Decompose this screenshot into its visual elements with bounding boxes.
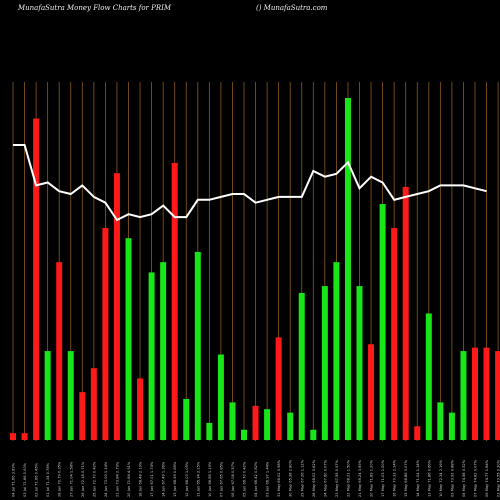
- money-flow-bar: [402, 186, 409, 440]
- x-tick-label: 06 Jun 67.08 0.57%: [231, 461, 235, 497]
- money-flow-bar: [90, 368, 97, 440]
- site-credit: () MunafaSutra.com: [256, 4, 328, 12]
- money-flow-bar: [241, 429, 247, 440]
- money-flow-bar: [252, 405, 259, 440]
- price-line: [13, 144, 487, 222]
- money-flow-bar: [425, 313, 432, 440]
- x-tick-label: 20 May 71.89 1.20%: [370, 459, 374, 497]
- money-flow-bar: [44, 351, 51, 440]
- x-tick-label: 13 Jun 66.59 0.85%: [173, 461, 177, 497]
- money-flow-bar: [125, 238, 132, 440]
- money-flow-bar: [333, 262, 340, 440]
- x-tick-label: 05 Jun 66.70 0.42%: [243, 461, 247, 497]
- money-flow-bar: [460, 351, 467, 440]
- money-flow-bar: [448, 412, 455, 440]
- money-flow-bar: [356, 286, 363, 440]
- x-tick-label: 29 May 67.26 1.12%: [300, 459, 304, 497]
- money-flow-bar: [206, 422, 213, 440]
- money-flow-bar: [56, 262, 63, 440]
- x-tick-label: 23 May 67.55 0.97%: [335, 459, 339, 497]
- money-flow-bar: [194, 251, 201, 440]
- x-tick-label: 02 Jul 71.66 0.45%: [35, 462, 39, 497]
- x-tick-label: 20 Jun 71.84 4.91%: [127, 461, 131, 497]
- x-tick-label: 04 Jun 66.42 0.82%: [254, 461, 258, 497]
- money-flow-bar: [368, 344, 375, 440]
- x-tick-label: 26 Jun 72.18 0.71%: [81, 461, 85, 497]
- money-flow-bar: [310, 429, 317, 440]
- x-tick-label: 14 May 71.04 1.14%: [416, 459, 420, 497]
- x-axis-ticks: 04 Jul 71.66 3.69% 03 Jul 71.66 0.00% 02 J…: [12, 459, 500, 497]
- x-tick-label: 11 Jun 65.34 2.25%: [196, 461, 200, 497]
- money-flow-bar: [113, 173, 120, 441]
- x-tick-label: 14 Jun 67.49 1.36%: [162, 461, 166, 497]
- x-tick-label: 24 May 67.60 0.07%: [323, 459, 327, 497]
- x-tick-label: 07 Jun 67.65 0.85%: [219, 461, 223, 497]
- money-flow-bar: [414, 426, 421, 440]
- x-tick-label: 22 May 68.21 1.50%: [346, 459, 350, 497]
- x-tick-label: 10 May 72.34 2.16%: [439, 459, 443, 497]
- money-flow-bar: [217, 354, 224, 440]
- money-flow-bar: [379, 204, 386, 440]
- x-tick-label: 21 May 69.24 3.69%: [358, 459, 362, 497]
- money-flow-bar: [79, 392, 86, 440]
- x-tick-label: 13 May 71.86 0.66%: [427, 459, 431, 497]
- money-flow-bars: [10, 98, 500, 441]
- x-tick-label: 09 May 73.92 0.88%: [450, 459, 454, 497]
- money-flow-bar: [275, 337, 282, 440]
- x-tick-label: 18 Jun 68.48 2.19%: [139, 461, 143, 497]
- money-flow-bar: [495, 351, 500, 440]
- money-flow-bar: [148, 272, 155, 440]
- x-tick-label: 25 Jun 72.70 0.42%: [92, 461, 96, 497]
- x-tick-label: 10 Jun 66.85 1.19%: [208, 461, 212, 497]
- money-flow-bar: [229, 402, 236, 440]
- x-tick-label: 12 Jun 66.03 1.05%: [185, 461, 189, 497]
- money-flow-bar: [10, 433, 16, 440]
- money-flow-bar: [287, 412, 294, 440]
- money-flow-bar: [264, 409, 271, 440]
- x-tick-label: 15 May 68.86 3.07%: [404, 459, 408, 497]
- money-flow-bar: [171, 162, 178, 441]
- x-tick-label: 24 Jun 73.00 1.14%: [104, 461, 108, 497]
- money-flow-bar: [298, 292, 305, 440]
- x-tick-label: 07 May 74.82 0.07%: [474, 459, 478, 497]
- money-flow-bar: [483, 347, 490, 440]
- money-flow-bar: [21, 433, 28, 440]
- price-line-group: [13, 144, 487, 222]
- x-tick-label: 17 Jun 67.01 1.74%: [150, 461, 154, 497]
- x-tick-label: 30 May 65.38 2.80%: [289, 459, 293, 497]
- x-tick-label: 06 May 74.77 1.64%: [485, 459, 489, 497]
- x-tick-label: 03 Jun 66.97 1.44%: [266, 461, 270, 497]
- money-flow-bar: [472, 347, 478, 440]
- x-tick-label: 01 Jul 71.34 0.78%: [46, 462, 50, 497]
- x-tick-label: 16 May 70.33 2.14%: [393, 459, 397, 497]
- x-tick-label: 28 Jun 70.79 0.35%: [58, 461, 62, 497]
- x-tick-label: 17 May 71.03 1.00%: [381, 459, 385, 497]
- x-tick-label: 03 Jul 71.66 0.00%: [23, 462, 27, 497]
- money-flow-bar: [67, 351, 74, 440]
- money-flow-bar: [102, 227, 109, 440]
- x-tick-label: 31 May 66.02 0.98%: [277, 459, 281, 497]
- chart-title: MunafaSutra Money Flow Charts for PRIM: [17, 4, 172, 12]
- money-flow-bar: [437, 402, 444, 440]
- money-flow-bar: [344, 98, 351, 440]
- x-tick-label: 28 May 68.02 0.62%: [312, 459, 316, 497]
- money-flow-bar: [183, 398, 190, 440]
- money-flow-bar: [321, 286, 328, 440]
- x-tick-label: 08 May 74.58 0.32%: [462, 459, 466, 497]
- x-tick-label: 04 Jul 71.66 3.69%: [12, 462, 16, 497]
- x-tick-label: 21 Jun 73.84 2.79%: [115, 461, 119, 497]
- money-flow-bar: [160, 262, 167, 440]
- money-flow-bar: [137, 378, 144, 440]
- money-flow-bar: [33, 118, 40, 441]
- money-flow-bar: [391, 227, 398, 440]
- x-tick-label: 03 May 73.55 0.30%: [497, 459, 500, 497]
- x-tick-label: 27 Jun 71.04 1.58%: [69, 461, 73, 497]
